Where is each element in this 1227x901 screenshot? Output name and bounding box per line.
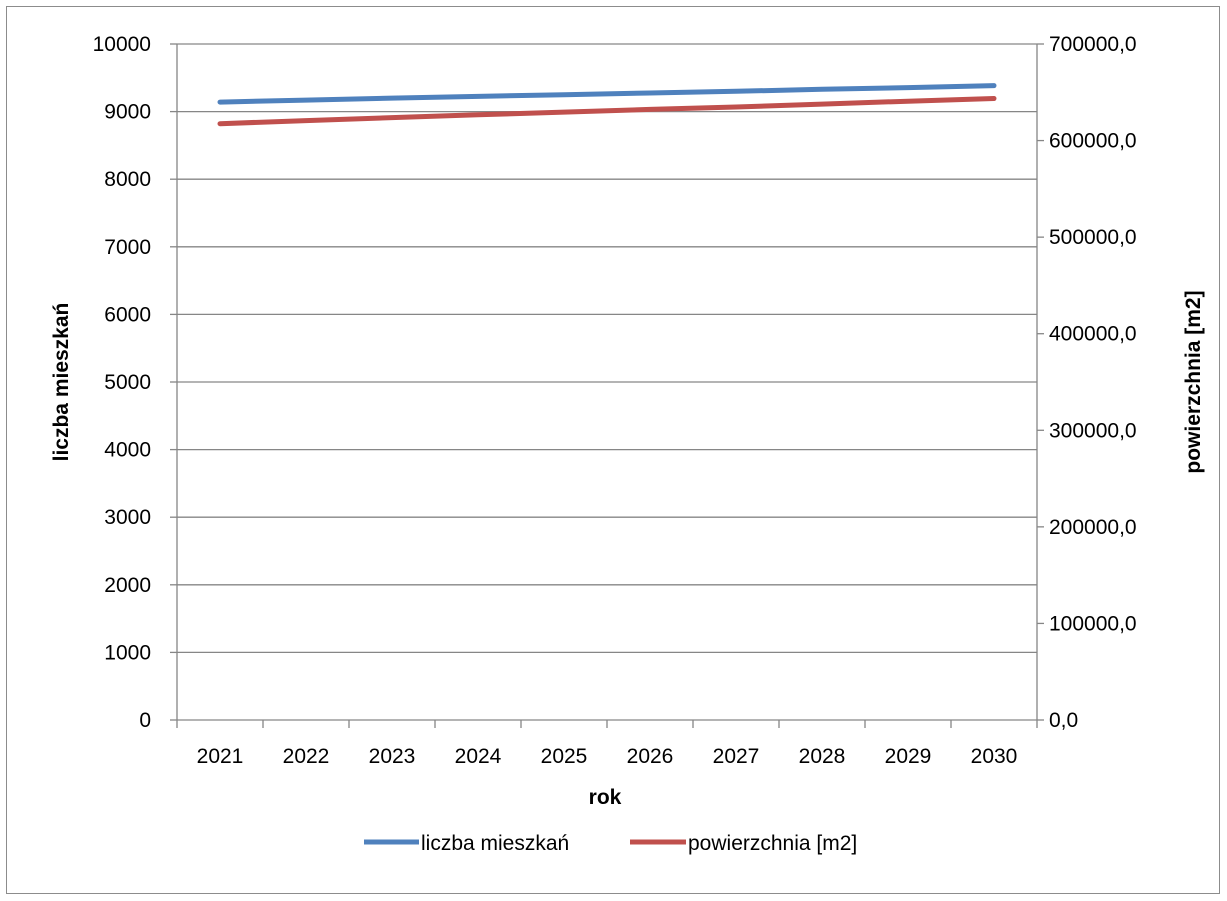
left-tick-label: 10000 xyxy=(93,33,151,56)
x-tick-label: 2028 xyxy=(799,745,846,768)
legend-label-liczba-mieszkan: liczba mieszkań xyxy=(421,832,569,855)
x-tick-label: 2025 xyxy=(541,745,588,768)
series-line-1 xyxy=(217,96,997,127)
x-tick-label: 2021 xyxy=(197,745,244,768)
x-tick-label: 2022 xyxy=(283,745,330,768)
right-tick-label: 300000,0 xyxy=(1049,419,1137,442)
right-tick-label: 0,0 xyxy=(1049,709,1078,732)
left-tick-label: 2000 xyxy=(104,574,151,597)
x-tick-label: 2029 xyxy=(885,745,932,768)
x-tick-label: 2024 xyxy=(455,745,502,768)
left-tick-label: 4000 xyxy=(104,439,151,462)
left-tick-label: 0 xyxy=(139,709,151,732)
y-axis-title: liczba mieszkań xyxy=(50,303,73,462)
right-tick-label: 100000,0 xyxy=(1049,612,1137,635)
right-tick-label: 400000,0 xyxy=(1049,323,1137,346)
left-tick-label: 9000 xyxy=(104,101,151,124)
left-tick-label: 6000 xyxy=(104,303,151,326)
left-tick-label: 1000 xyxy=(104,641,151,664)
right-axis-ticks: 0,0 100000,0 200000,0 300000,0 400000,0 50000… xyxy=(1037,33,1137,732)
x-tick-label: 2030 xyxy=(971,745,1018,768)
left-axis-ticks: 0 1000 2000 3000 4000 5000 6000 7000 8000 9000 100… xyxy=(93,33,177,732)
left-tick-label: 8000 xyxy=(104,168,151,191)
right-tick-label: 600000,0 xyxy=(1049,130,1137,153)
series-line-0 xyxy=(217,83,997,105)
legend-label-powierzchnia: powierzchnia [m2] xyxy=(688,832,857,855)
gridlines xyxy=(177,43,1037,654)
left-tick-label: 7000 xyxy=(104,236,151,259)
legend: liczba mieszkań powierzchnia [m2] xyxy=(364,832,857,855)
x-tick-label: 2027 xyxy=(713,745,760,768)
left-tick-label: 3000 xyxy=(104,506,151,529)
x-axis-title: rok xyxy=(589,786,622,809)
right-tick-label: 500000,0 xyxy=(1049,226,1137,249)
right-tick-label: 700000,0 xyxy=(1049,33,1137,56)
series-lines xyxy=(217,83,997,127)
right-tick-label: 200000,0 xyxy=(1049,516,1137,539)
x-tick-label: 2023 xyxy=(369,745,416,768)
y2-axis-title: powierzchnia [m2] xyxy=(1182,290,1205,473)
left-tick-label: 5000 xyxy=(104,371,151,394)
x-tick-label: 2026 xyxy=(627,745,674,768)
x-axis-ticks: 2021 2022 2023 2024 2025 2026 2027 2028 2029 2030 xyxy=(176,720,1038,768)
